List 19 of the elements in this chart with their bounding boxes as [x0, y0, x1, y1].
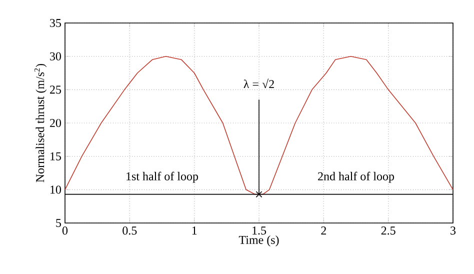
x-axis-title: Time (s) [238, 236, 279, 246]
y-tick-label: 10 [50, 186, 62, 194]
annotation: λ = √2 [244, 78, 274, 88]
x-tick-label: 2 [321, 226, 326, 234]
y-tick-label: 25 [50, 86, 62, 94]
y-tick-label: 15 [50, 152, 62, 160]
y-tick-label: 20 [50, 118, 62, 128]
y-axis-title: Normalised thrust (m/s$^{2}$) [34, 64, 47, 182]
x-tick-label: 0.5 [122, 226, 137, 235]
y-tick-label: 30 [50, 52, 62, 60]
x-tick-label: 0 [62, 226, 68, 235]
x-tick-label: 1 [192, 226, 197, 234]
x-tick-label: 1.5 [252, 226, 266, 235]
y-tick-label: 5 [56, 219, 62, 227]
x-tick-label: 2.5 [381, 226, 396, 235]
annotation: 1st half of loop [126, 172, 198, 183]
annotation: 2nd half of loop [318, 172, 394, 183]
x-tick-label: 3 [450, 226, 456, 235]
y-tick-label: 35 [50, 18, 62, 28]
